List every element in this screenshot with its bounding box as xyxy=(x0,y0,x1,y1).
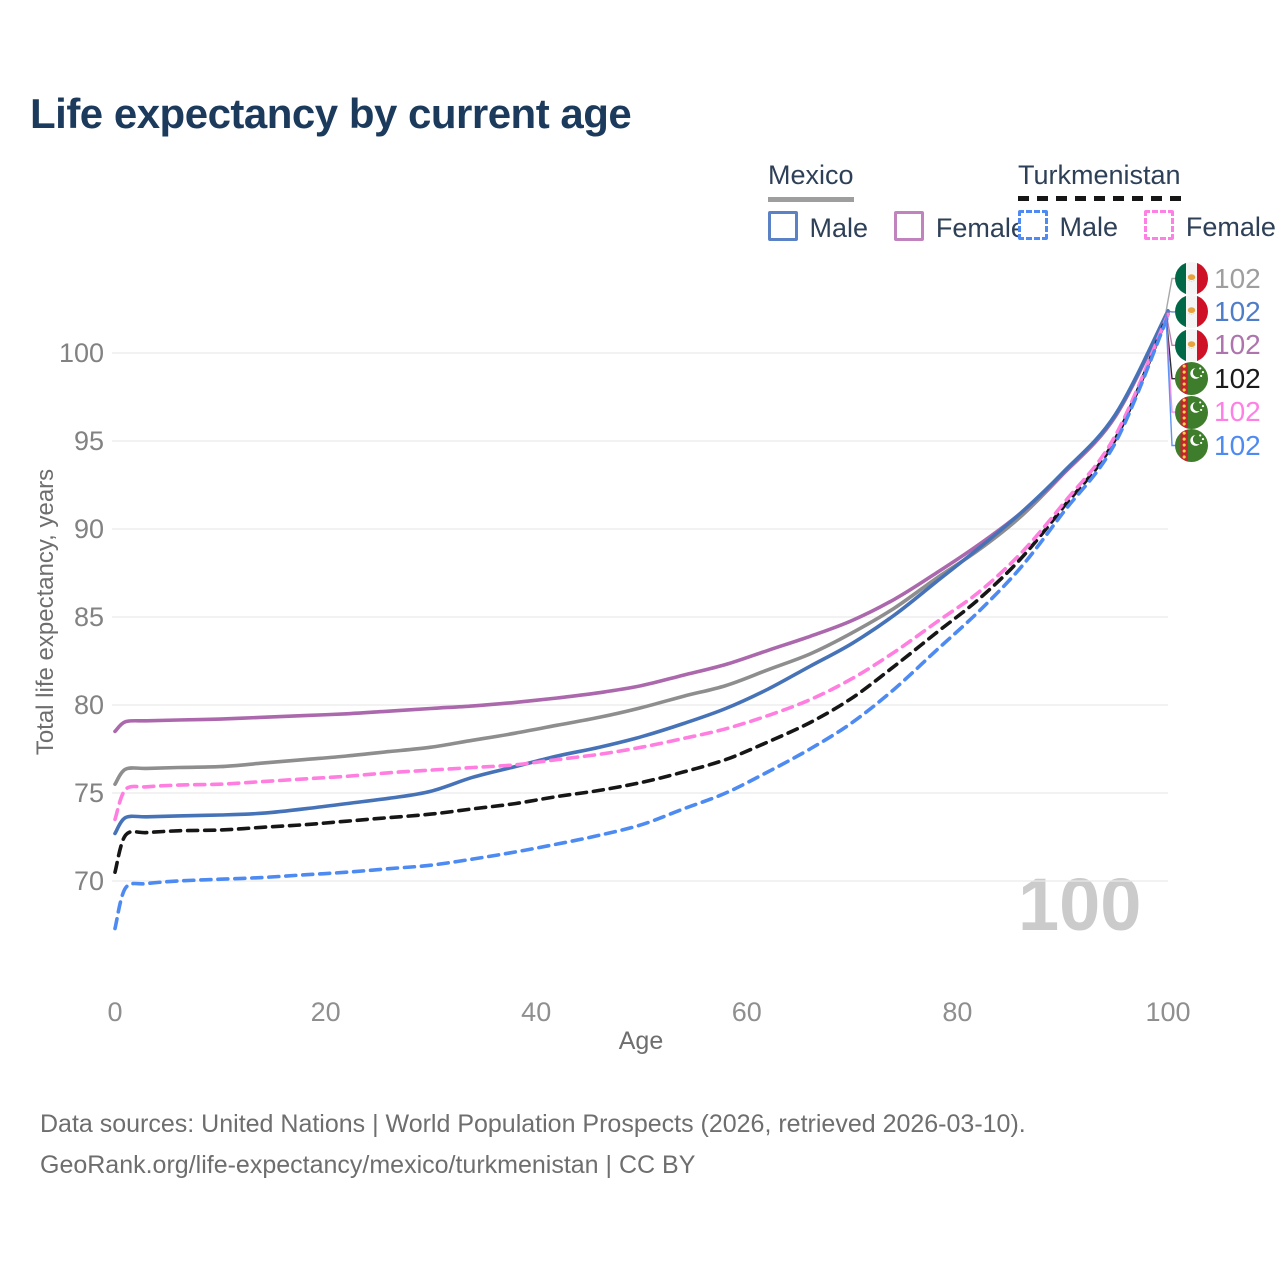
leader-line-mexico-female xyxy=(1165,312,1175,346)
chart-title: Life expectancy by current age xyxy=(30,90,632,137)
x-tick-label: 80 xyxy=(942,997,972,1027)
legend-label-mexico-female: Female xyxy=(935,213,1026,243)
legend-label-turkmenistan-female: Female xyxy=(1185,212,1276,242)
legend-item-mexico-male[interactable]: Male xyxy=(768,211,868,244)
x-tick-label: 100 xyxy=(1145,997,1190,1027)
y-tick-label: 80 xyxy=(74,690,104,720)
legend-items-turkmenistan: Male Female xyxy=(1018,210,1280,243)
leader-line-turkmenistan-male xyxy=(1165,315,1175,447)
legend-group-mexico: Mexico Male Female xyxy=(768,160,1048,244)
x-tick-label: 40 xyxy=(521,997,551,1027)
footer-source-line: Data sources: United Nations | World Pop… xyxy=(40,1110,1026,1138)
age-watermark: 100 xyxy=(1018,863,1142,946)
x-axis-title: Age xyxy=(618,1027,664,1055)
y-tick-label: 70 xyxy=(74,866,104,896)
y-tick-label: 100 xyxy=(59,338,104,368)
x-tick-label: 0 xyxy=(107,997,122,1027)
series-line-mexico-both xyxy=(113,309,1170,786)
legend-item-turkmenistan-female[interactable]: Female xyxy=(1144,210,1276,243)
y-tick-label: 90 xyxy=(74,514,104,544)
turkmenistan-male-swatch-icon xyxy=(1018,210,1048,240)
x-tick-label: 20 xyxy=(311,997,341,1027)
y-axis-title: Total life expectancy, years xyxy=(32,468,59,756)
legend-label-mexico-male: Male xyxy=(809,213,868,243)
leader-line-mexico-male xyxy=(1165,310,1175,313)
legend-item-mexico-female[interactable]: Female xyxy=(894,211,1026,244)
y-tick-label: 75 xyxy=(74,778,104,808)
series-line-mexico-male xyxy=(113,309,1170,836)
x-tick-label: 60 xyxy=(732,997,762,1027)
footer-attribution-line: GeoRank.org/life-expectancy/mexico/turkm… xyxy=(40,1151,696,1179)
footer: Data sources: United Nations | World Pop… xyxy=(40,1104,1026,1186)
legend-label-turkmenistan-male: Male xyxy=(1059,212,1118,242)
leader-line-mexico-both xyxy=(1165,277,1175,312)
turkmenistan-female-swatch-icon xyxy=(1144,210,1175,240)
mexico-male-swatch-icon xyxy=(768,211,798,241)
legend-items-mexico: Male Female xyxy=(768,211,1048,244)
series-line-turkmenistan-male xyxy=(113,314,1170,931)
y-tick-label: 85 xyxy=(74,602,104,632)
legend-group-turkmenistan: Turkmenistan Male Female xyxy=(1018,160,1280,243)
mexico-female-swatch-icon xyxy=(894,211,925,241)
series-line-turkmenistan-both xyxy=(113,312,1170,874)
legend-title-turkmenistan[interactable]: Turkmenistan xyxy=(1018,160,1181,201)
legend-title-mexico[interactable]: Mexico xyxy=(768,160,854,202)
y-tick-label: 95 xyxy=(74,426,104,456)
series-line-mexico-female xyxy=(113,310,1170,734)
legend-item-turkmenistan-male[interactable]: Male xyxy=(1018,210,1118,243)
series-line-turkmenistan-female xyxy=(113,312,1170,822)
